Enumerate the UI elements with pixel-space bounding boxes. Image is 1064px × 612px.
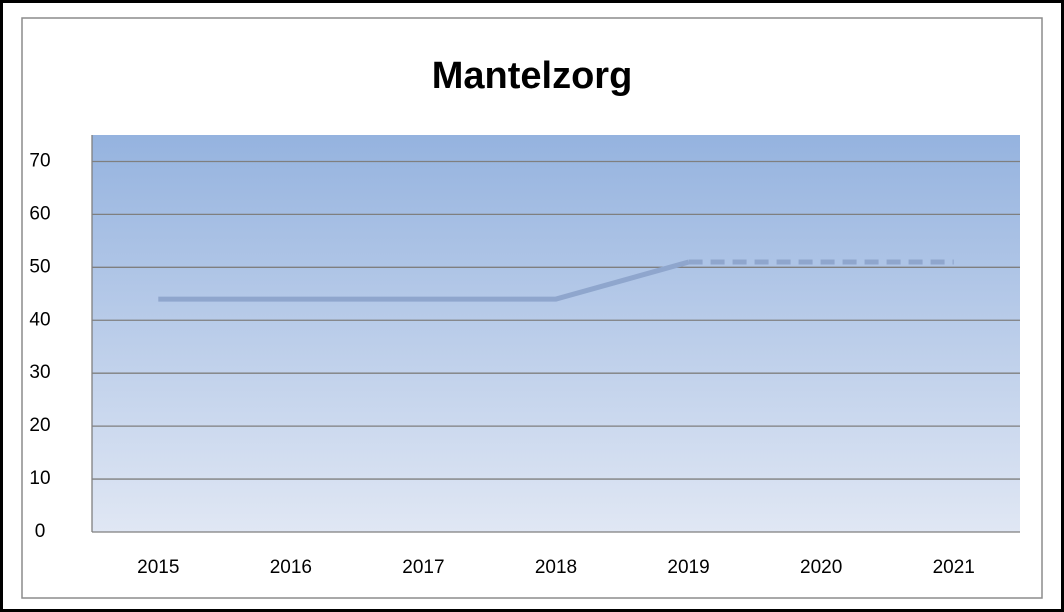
y-tick-label: 30: [29, 362, 50, 383]
x-tick-label: 2021: [933, 557, 975, 578]
x-tick-label: 2019: [667, 557, 709, 578]
y-tick-label: 0: [35, 521, 46, 542]
plot-area: [92, 135, 1020, 532]
y-tick-label: 50: [29, 256, 50, 277]
y-tick-label: 40: [29, 309, 50, 330]
y-tick-label: 20: [29, 415, 50, 436]
x-tick-label: 2017: [402, 557, 444, 578]
chart-title: Mantelzorg: [432, 55, 633, 97]
line-series: [158, 259, 690, 302]
y-tick-label: 70: [29, 150, 50, 171]
x-tick-label: 2020: [800, 557, 842, 578]
x-tick-label: 2018: [535, 557, 577, 578]
x-tick-label: 2016: [270, 557, 312, 578]
y-tick-label: 60: [29, 203, 50, 224]
y-tick-label: 10: [29, 468, 50, 489]
x-tick-label: 2015: [137, 557, 179, 578]
